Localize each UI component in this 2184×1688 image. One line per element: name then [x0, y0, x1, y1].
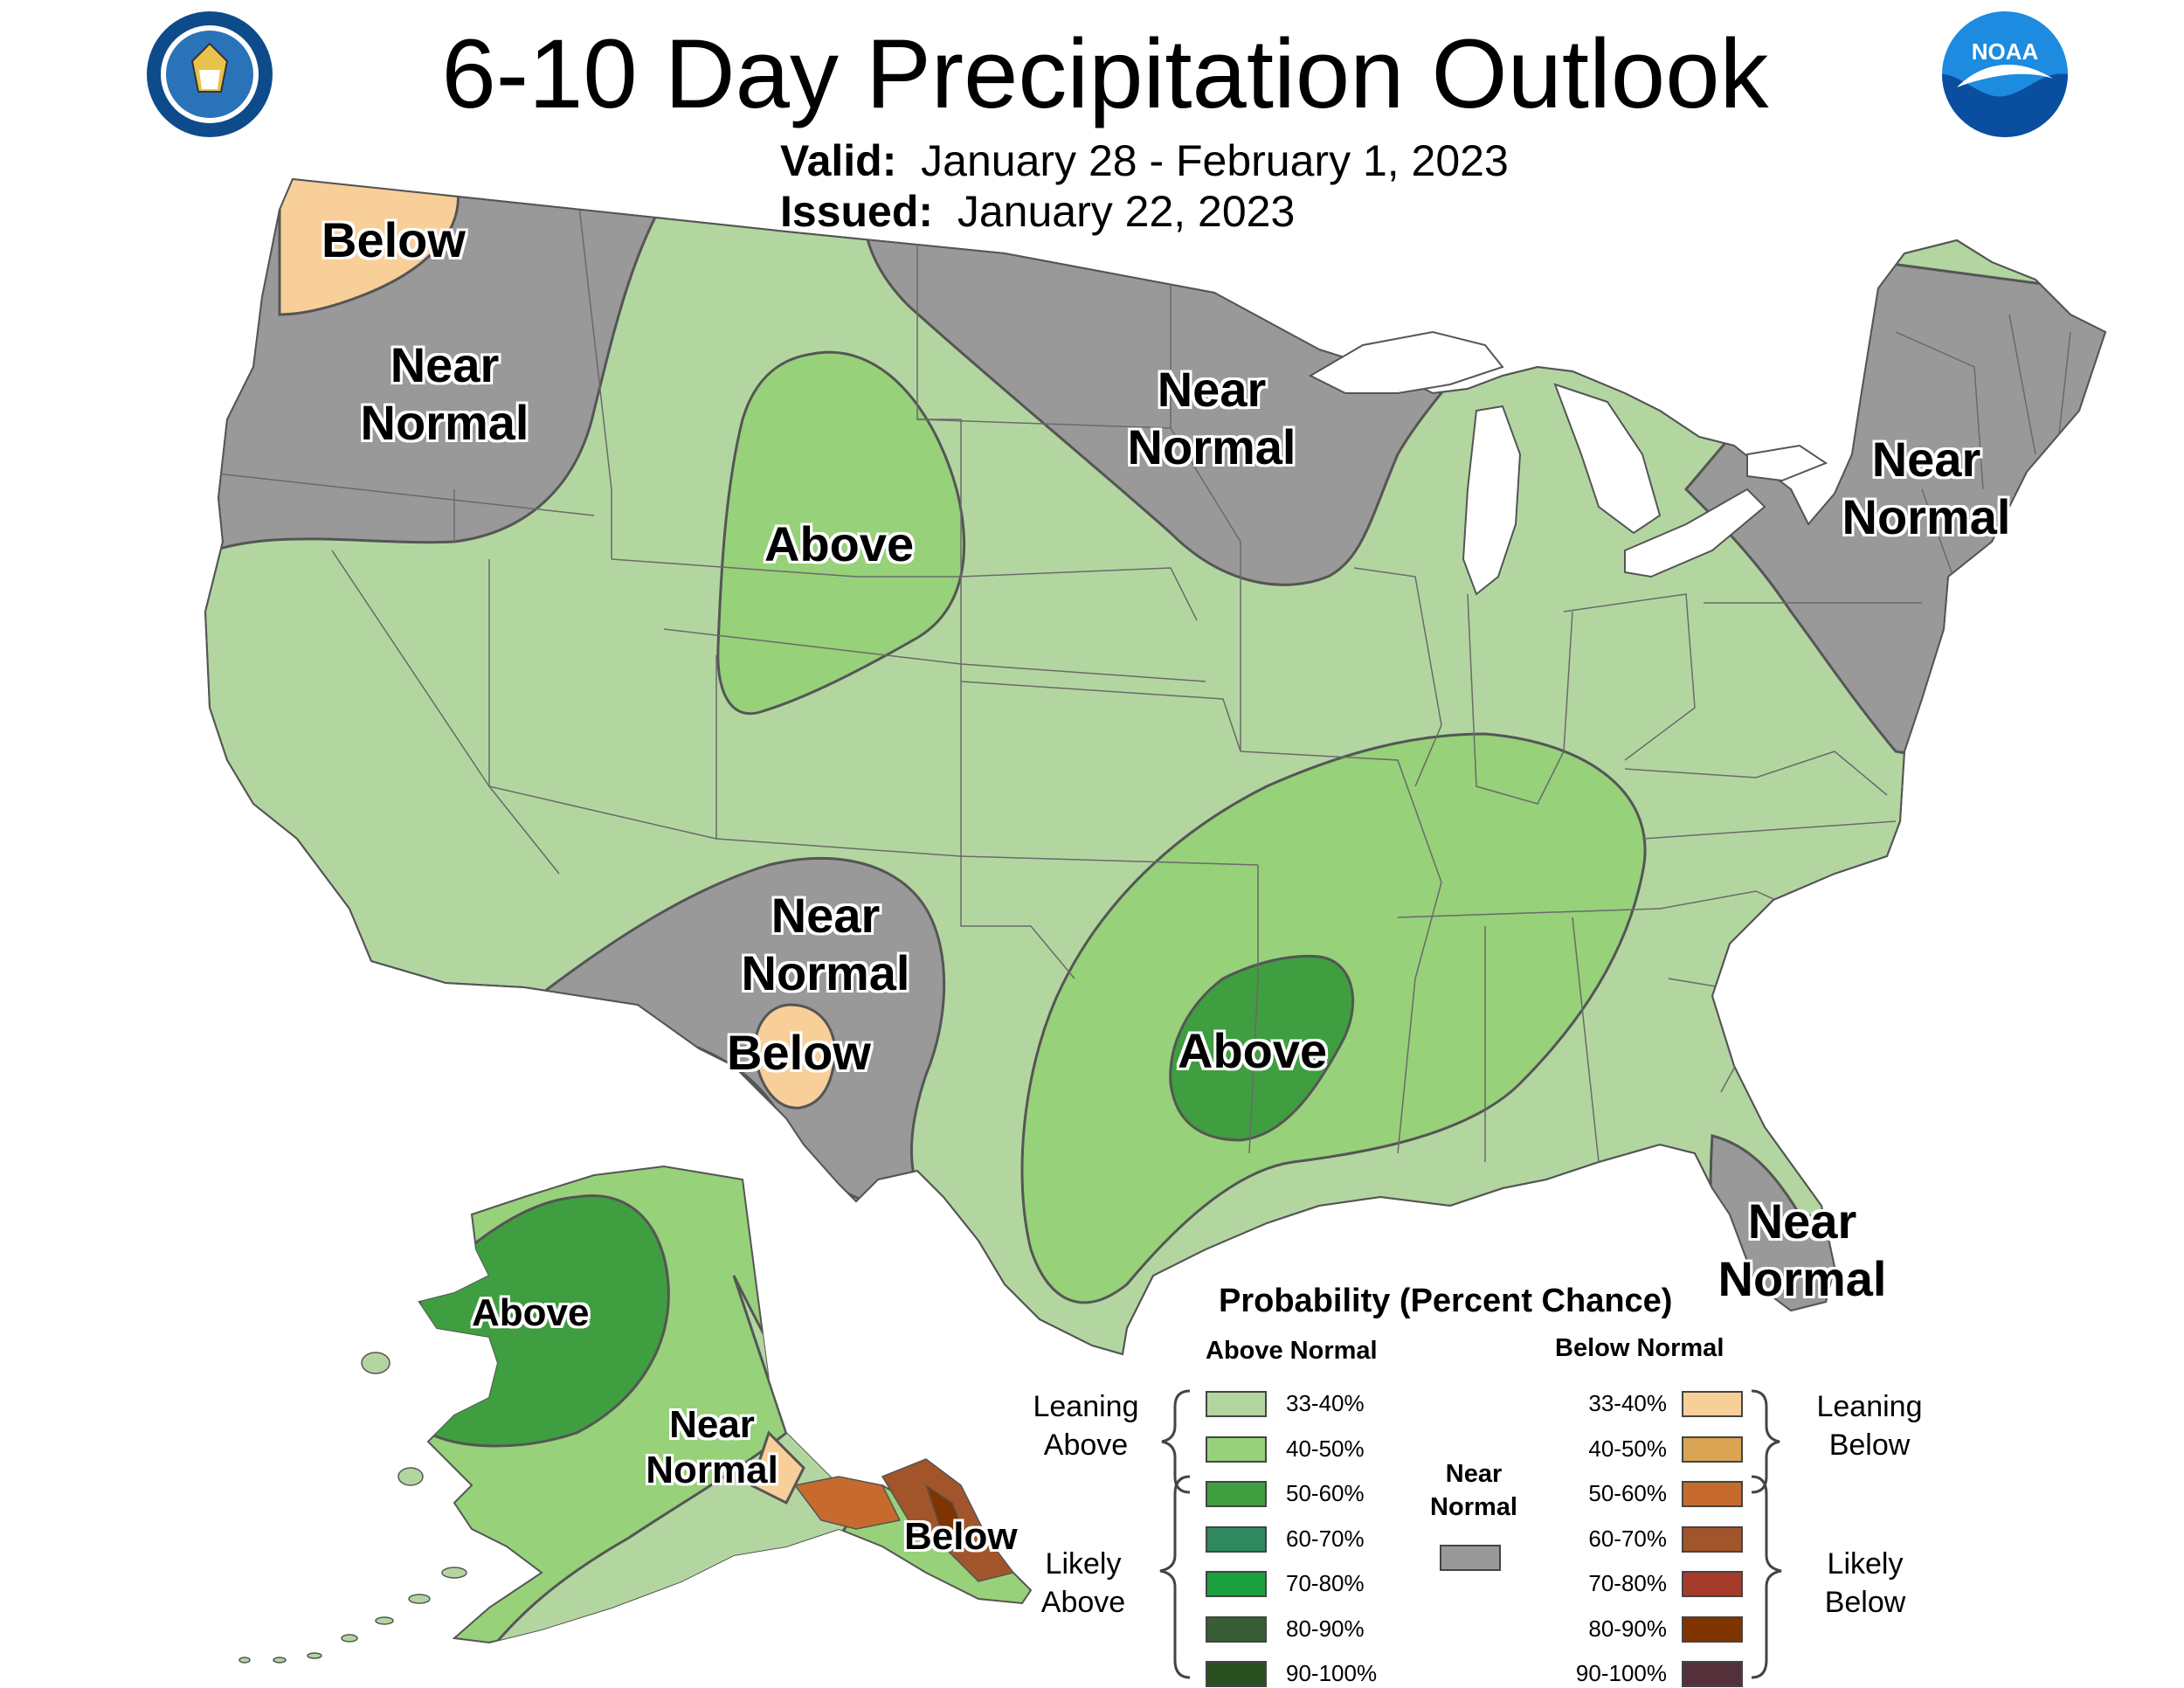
legend-above-bin-label-3: 60-70% — [1286, 1525, 1365, 1552]
legend-leaning-below: Leaning Below — [1816, 1390, 1923, 1462]
label-south-central-above: Above — [1178, 1023, 1328, 1078]
label-alaska-near-normal: Near Normal — [646, 1403, 778, 1491]
aleutian-islands — [238, 1352, 467, 1664]
legend-above-bin-label-6: 90-100% — [1286, 1660, 1378, 1686]
issued-value: January 22, 2023 — [957, 187, 1296, 236]
legend-title: Probability (Percent Chance) — [1219, 1283, 1673, 1319]
label-southwest-below: Below — [727, 1025, 871, 1080]
legend-below-bin-label-0: 33-40% — [1588, 1390, 1667, 1416]
legend-below-bin-label-1: 40-50% — [1588, 1435, 1667, 1462]
label-alaska-below: Below — [904, 1515, 1018, 1558]
legend-below-bin-swatch-4 — [1682, 1571, 1743, 1597]
legend-near-normal-label: Near Normal — [1430, 1460, 1517, 1521]
label-rockies-above: Above — [764, 516, 915, 571]
department-of-commerce-seal — [147, 11, 273, 137]
valid-value: January 28 - February 1, 2023 — [921, 136, 1509, 185]
label-northeast-near-normal: Near Normal — [1842, 432, 2011, 544]
region-alaska-below — [750, 1430, 805, 1505]
legend-below-bin-label-4: 70-80% — [1588, 1570, 1667, 1596]
region-pnw-below — [278, 179, 460, 316]
region-south-central-above-50-60 — [1169, 954, 1355, 1142]
legend-below-bin-swatch-3 — [1682, 1525, 1743, 1553]
legend-below-bin-swatch-1 — [1682, 1435, 1743, 1463]
label-north-central-near-normal: Near Normal — [1127, 362, 1296, 474]
legend-above-header: Above Normal — [1206, 1337, 1378, 1365]
legend-above-bin-swatch-4 — [1206, 1571, 1267, 1597]
alaska-panhandle-below — [793, 1458, 1015, 1582]
legend-above-bin-swatch-1 — [1206, 1435, 1267, 1463]
legend-below-bin-label-3: 60-70% — [1588, 1525, 1667, 1552]
legend-above-bin-swatch-2 — [1206, 1481, 1267, 1507]
valid-line: Valid: January 28 - February 1, 2023 — [780, 135, 1509, 186]
legend-likely-above: Likely Above — [1040, 1547, 1126, 1619]
legend-above-bin-label-4: 70-80% — [1286, 1570, 1365, 1596]
legend-above-bin-label-1: 40-50% — [1286, 1435, 1365, 1462]
legend-near-normal-swatch — [1440, 1545, 1501, 1571]
legend-above-bin-label-5: 80-90% — [1286, 1615, 1365, 1642]
legend-below-bin-swatch-5 — [1682, 1615, 1743, 1643]
legend-leaning-above: Leaning Above — [1033, 1390, 1139, 1462]
legend-above-bin-label-2: 50-60% — [1286, 1480, 1365, 1506]
label-florida-near-normal: Near Normal — [1717, 1193, 1887, 1306]
issued-line: Issued: January 22, 2023 — [780, 186, 1295, 237]
region-southwest-below — [753, 1003, 837, 1110]
legend-likely-below: Likely Below — [1824, 1547, 1906, 1619]
legend-below-bin-swatch-0 — [1682, 1391, 1743, 1417]
legend-above-bin-label-0: 33-40% — [1286, 1390, 1365, 1416]
state-boundaries — [205, 183, 2071, 1163]
page-title: 6-10 Day Precipitation Outlook — [441, 19, 1769, 128]
legend-below-bin-swatch-2 — [1682, 1481, 1743, 1507]
label-pnw-below: Below — [321, 212, 466, 267]
legend-below-bin-swatch-6 — [1682, 1661, 1743, 1687]
issued-label: Issued: — [780, 187, 934, 236]
legend-below-header: Below Normal — [1555, 1334, 1724, 1362]
great-lakes — [1308, 330, 1828, 596]
legend-above-bin-swatch-6 — [1206, 1661, 1267, 1687]
label-alaska-above: Above — [472, 1291, 590, 1334]
svg-text:NOAA: NOAA — [1972, 38, 2039, 65]
legend-below-bin-label-5: 80-90% — [1588, 1615, 1667, 1642]
valid-label: Valid: — [780, 136, 897, 185]
legend-above-bin-swatch-0 — [1206, 1391, 1267, 1417]
legend-below-bin-label-6: 90-100% — [1575, 1660, 1667, 1686]
region-rockies-above — [716, 350, 966, 716]
legend-above-bin-swatch-5 — [1206, 1615, 1267, 1643]
label-pnw-near-normal: Near Normal — [360, 337, 529, 450]
legend-below-bin-label-2: 50-60% — [1588, 1480, 1667, 1506]
legend-above-bin-swatch-3 — [1206, 1525, 1267, 1553]
noaa-logo: NOAA — [1942, 11, 2068, 137]
label-southwest-near-normal: Near Normal — [741, 888, 910, 1000]
